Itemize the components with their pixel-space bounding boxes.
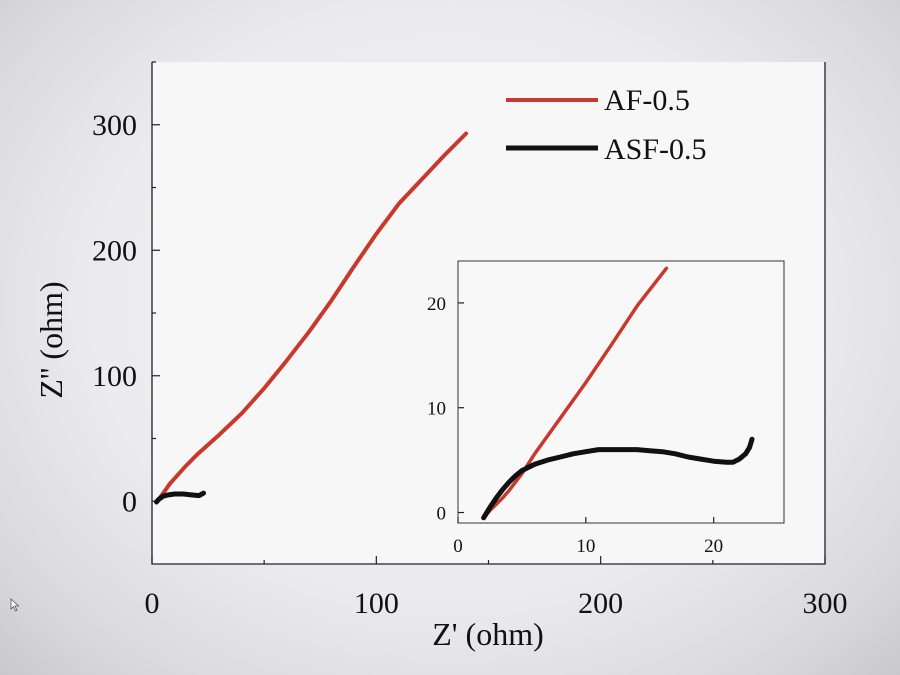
y-tick-label: 300 [92, 109, 137, 142]
main-series-group [154, 131, 469, 505]
y-tick-label: 0 [122, 485, 137, 518]
inset-series-line-asf [481, 436, 755, 521]
x-tick-label: 0 [145, 587, 160, 620]
y-tick-label: 200 [92, 234, 137, 267]
inset-x-tick-label: 0 [453, 536, 463, 557]
legend: AF-0.5 ASF-0.5 [506, 84, 707, 166]
inset-x-tick-label: 20 [704, 536, 723, 557]
mouse-pointer-icon [10, 598, 20, 612]
y-axis-title: Z'' (ohm) [33, 281, 69, 398]
inset-y-tick-label: 20 [427, 294, 446, 315]
x-tick-label: 100 [354, 587, 399, 620]
series-line-af [154, 131, 469, 505]
x-tick-label: 300 [803, 587, 848, 620]
inset-ticks: 0 10 20 0 10 20 [427, 294, 723, 557]
inset-series-group [481, 266, 755, 521]
x-axis-title: Z' (ohm) [432, 616, 544, 652]
y-tick-label: 100 [92, 360, 137, 393]
inset-y-tick-label: 10 [427, 399, 446, 420]
legend-label-asf: ASF-0.5 [604, 133, 707, 166]
inset-x-tick-label: 10 [576, 536, 595, 557]
inset-y-tick-label: 0 [437, 504, 447, 525]
x-tick-label: 200 [578, 587, 623, 620]
series-line-asf [154, 490, 207, 505]
legend-label-af: AF-0.5 [604, 84, 690, 117]
inset-series-line-af [481, 266, 669, 520]
